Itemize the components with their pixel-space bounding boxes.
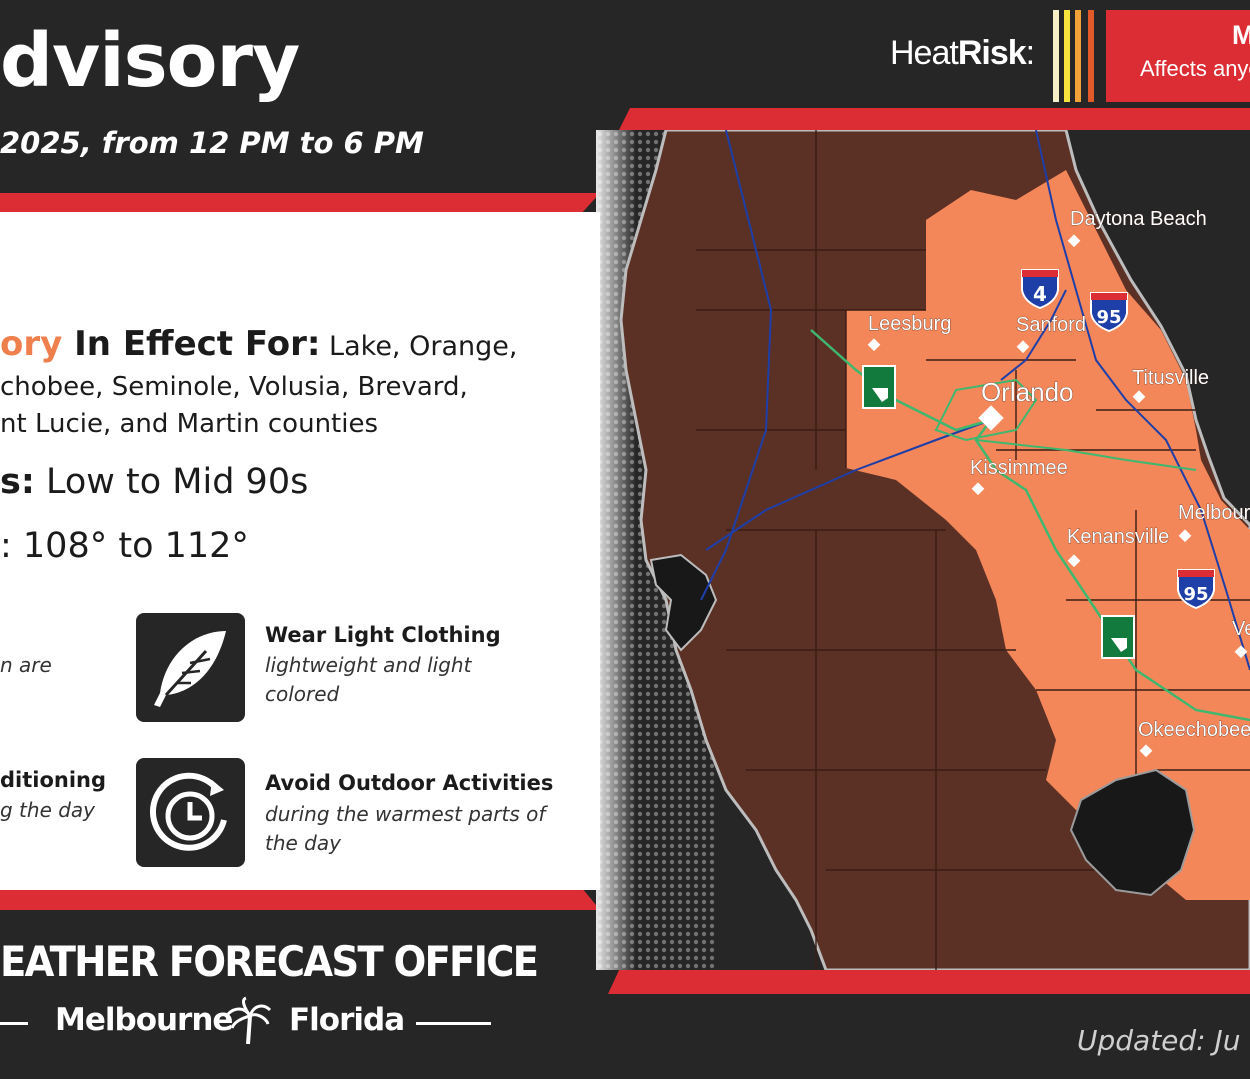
clock-icon <box>136 758 245 867</box>
temperatures-line: s: Low to Mid 90s <box>0 462 308 502</box>
heatrisk-level: M <box>1232 20 1250 50</box>
heatrisk-description: Affects anyon <box>1140 56 1250 81</box>
city-label-melbourne: Melbour <box>1178 502 1250 524</box>
tip-4-title: Avoid Outdoor Activities <box>265 771 554 795</box>
tip-1-desc: n are <box>0 653 52 677</box>
heat-index-line: : 108° to 112° <box>0 526 249 566</box>
tip-2-desc-1: lightweight and light <box>265 653 472 677</box>
counties-line-3: nt Lucie, and Martin counties <box>0 409 379 439</box>
tip-3-title: ditioning <box>0 768 107 792</box>
location-city: Melbourne <box>55 1002 233 1038</box>
tip-2-desc-2: colored <box>265 682 340 706</box>
turnpike-shield-south-icon <box>1101 615 1135 659</box>
heatrisk-label: HeatRisk: <box>890 34 1036 73</box>
heatrisk-bar-moderate <box>1064 10 1070 102</box>
divider-left <box>0 1022 28 1025</box>
heatrisk-colon: : <box>1025 34 1036 72</box>
city-label-okeechobee: Okeechobee <box>1138 719 1250 741</box>
advisory-highlight: ory <box>0 324 63 364</box>
city-label-vero: Ve <box>1232 618 1250 640</box>
counties-line-1: Lake, Orange, <box>320 331 518 362</box>
temperatures-label: s: <box>0 462 35 502</box>
counties-line-2: chobee, Seminole, Volusia, Brevard, <box>0 372 468 402</box>
temperatures-value: Low to Mid 90s <box>34 462 309 502</box>
advisory-map: 4 95 95 Daytona Beach Leesburg Sanford O… <box>596 130 1250 970</box>
tip-4-desc-2: the day <box>265 831 341 855</box>
city-label-orlando: Orlando <box>981 377 1074 407</box>
city-label-leesburg: Leesburg <box>868 313 951 335</box>
i95-shield-south-icon: 95 <box>1177 569 1215 610</box>
orlando-marker <box>978 405 1004 431</box>
city-label-kissimmee: Kissimmee <box>970 457 1068 479</box>
city-label-sanford: Sanford <box>1016 314 1086 336</box>
i95-label-south: 95 <box>1183 584 1208 605</box>
effect-label: In Effect For: <box>62 324 321 364</box>
heatrisk-bar-extreme <box>1088 10 1094 102</box>
tip-4-desc-1: during the warmest parts of <box>265 802 546 826</box>
okeechobee-marker <box>1139 744 1153 758</box>
city-label-kenansville: Kenansville <box>1067 526 1169 548</box>
heatrisk-prefix: Heat <box>890 34 959 72</box>
city-label-daytona: Daytona Beach <box>1070 208 1207 230</box>
tip-3-desc: g the day <box>0 798 96 822</box>
i4-label: 4 <box>1033 282 1047 306</box>
location-state: Florida <box>289 1002 405 1038</box>
feather-icon <box>136 613 245 722</box>
heatrisk-level-box: M Affects anyon <box>1106 10 1250 102</box>
i4-shield-icon: 4 <box>1021 269 1059 310</box>
turnpike-shield-north-icon <box>862 365 896 409</box>
divider-right <box>416 1022 491 1025</box>
heatrisk-bar-major <box>1075 10 1081 102</box>
heatrisk-bar-minor <box>1053 10 1059 102</box>
heatrisk-bold: Risk <box>957 34 1027 72</box>
tip-2-title: Wear Light Clothing <box>265 623 501 647</box>
palm-tree-icon <box>226 996 272 1045</box>
i95-label-north: 95 <box>1096 307 1121 328</box>
updated-timestamp: Updated: Ju <box>1077 1024 1241 1057</box>
advisory-effect-line: ory In Effect For: Lake, Orange, <box>0 324 517 364</box>
city-label-titusville: Titusville <box>1132 367 1209 389</box>
advisory-time-range: 2025, from 12 PM to 6 PM <box>0 126 424 160</box>
office-name: EATHER FORECAST OFFICE <box>0 937 539 986</box>
office-location: Melbourne Florida <box>0 996 500 1045</box>
i95-shield-icon: 95 <box>1090 292 1128 333</box>
info-panel: ory In Effect For: Lake, Orange, chobee,… <box>0 212 600 890</box>
page-title: dvisory <box>0 18 300 104</box>
vero-marker <box>1234 645 1248 659</box>
